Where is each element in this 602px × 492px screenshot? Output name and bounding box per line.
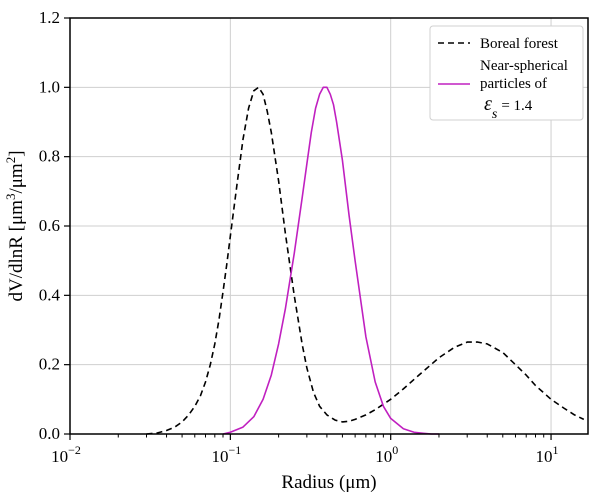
- legend-label-boreal-forest: Boreal forest: [480, 36, 559, 52]
- legend-epsilon-subscript: s: [492, 107, 498, 122]
- y-tick-label: 0.2: [39, 355, 60, 374]
- x-tick-label: 100: [375, 443, 398, 466]
- y-tick-label: 0.4: [39, 285, 61, 304]
- legend-label-near-spherical-line2: particles of: [480, 76, 547, 92]
- y-tick-label: 0.6: [39, 216, 60, 235]
- y-tick-label: 0.8: [39, 147, 60, 166]
- x-tick-label: 101: [536, 443, 559, 466]
- legend-label-near-spherical-line1: Near-spherical: [480, 58, 568, 74]
- legend-label-near-spherical-line3: εs = 1.4: [484, 93, 533, 122]
- axis-ticks: 10−2 10−1 100 101 0.0 0.2 0.4 0.6 0.8 1.0 1.2: [39, 8, 559, 466]
- series-line-near-spherical: [222, 86, 439, 435]
- y-tick-label: 1.2: [39, 8, 60, 27]
- y-tick-label: 1.0: [39, 77, 60, 96]
- x-axis-label: Radius (μm): [281, 472, 376, 492]
- series-layer: [146, 86, 585, 435]
- y-axis-label-base: dV/dlnR [μm: [6, 200, 27, 302]
- y-axis-label-sup2: 2: [3, 157, 18, 164]
- y-axis-label-end: ]: [6, 150, 27, 156]
- legend-epsilon-symbol: ε: [484, 93, 492, 115]
- series-line-boreal-forest: [146, 86, 585, 435]
- x-tick-label: 10−1: [211, 443, 241, 466]
- legend-epsilon-value: = 1.4: [501, 98, 532, 114]
- y-axis-label-sup1: 3: [3, 194, 18, 201]
- x-tick-label: 10−2: [51, 443, 81, 466]
- y-axis-label: dV/dlnR [μm3/μm2]: [3, 150, 28, 301]
- legend-box: [429, 25, 584, 121]
- y-axis-label-mid: /μm: [6, 163, 27, 193]
- y-tick-label: 0.0: [39, 424, 60, 443]
- legend: Boreal forest Near-spherical particles o…: [429, 25, 584, 122]
